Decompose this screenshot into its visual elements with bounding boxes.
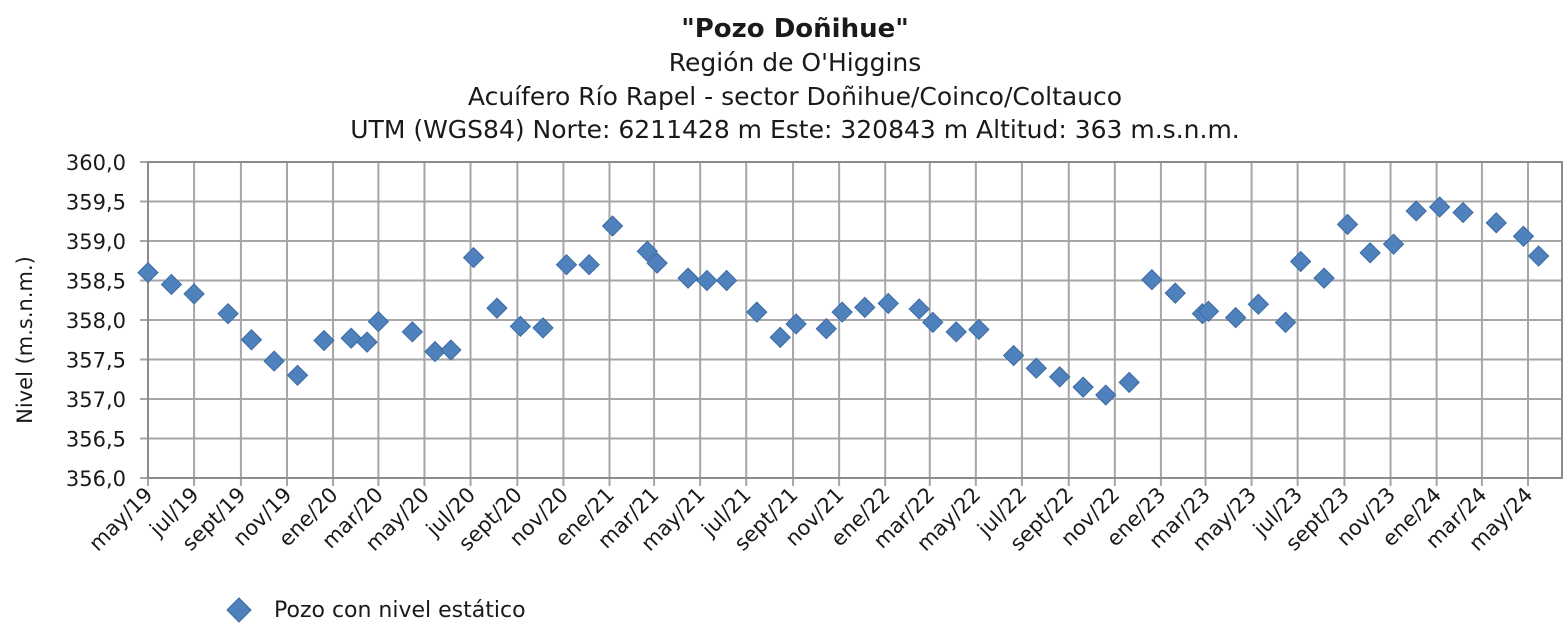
data-point bbox=[313, 329, 335, 352]
data-point bbox=[922, 311, 944, 334]
legend-label: Pozo con nivel estático bbox=[274, 598, 526, 623]
data-point bbox=[1072, 376, 1094, 398]
data-point bbox=[1141, 269, 1163, 291]
data-point bbox=[1002, 344, 1025, 367]
data-point bbox=[1382, 233, 1405, 255]
data-point bbox=[1289, 250, 1312, 273]
data-point bbox=[286, 364, 309, 387]
chart-subtitle-coordinates: UTM (WGS84) Norte: 6211428 m Este: 32084… bbox=[350, 115, 1240, 144]
data-point bbox=[1428, 196, 1451, 218]
data-point bbox=[831, 301, 853, 323]
data-point bbox=[1164, 282, 1186, 304]
data-point bbox=[1359, 242, 1381, 264]
y-tick-label: 358,0 bbox=[66, 309, 126, 333]
data-point bbox=[945, 321, 967, 343]
data-point bbox=[1247, 293, 1270, 315]
data-point bbox=[240, 329, 263, 351]
x-axis-ticks: may/19jul/19sept/19nov/19ene/20mar/20may… bbox=[84, 483, 1537, 556]
data-point bbox=[137, 261, 159, 284]
legend: Pozo con nivel estático bbox=[226, 597, 526, 623]
data-point bbox=[440, 339, 462, 361]
y-tick-label: 357,0 bbox=[66, 388, 126, 412]
data-point bbox=[968, 318, 990, 341]
y-tick-label: 359,5 bbox=[66, 191, 126, 215]
data-point bbox=[183, 283, 205, 305]
data-point bbox=[1274, 311, 1297, 334]
data-point bbox=[1485, 212, 1507, 234]
legend-marker-icon bbox=[226, 597, 252, 623]
data-point bbox=[1405, 200, 1427, 222]
y-tick-label: 358,5 bbox=[66, 270, 126, 294]
chart-subtitle-aquifer: Acuífero Río Rapel - sector Doñihue/Coin… bbox=[468, 82, 1122, 111]
data-point bbox=[160, 273, 183, 296]
data-point bbox=[601, 215, 624, 237]
data-point bbox=[1452, 201, 1474, 224]
data-point bbox=[401, 321, 424, 343]
data-point bbox=[1512, 225, 1535, 247]
y-tick-label: 356,5 bbox=[66, 428, 126, 452]
chart-title: "Pozo Doñihue" bbox=[681, 14, 909, 44]
y-tick-label: 356,0 bbox=[66, 467, 126, 491]
chart-subtitle-region: Región de O'Higgins bbox=[669, 48, 922, 77]
y-tick-label: 357,5 bbox=[66, 349, 126, 373]
data-point bbox=[263, 350, 285, 372]
data-point bbox=[1527, 245, 1550, 267]
y-tick-label: 359,0 bbox=[66, 230, 126, 254]
data-point bbox=[746, 301, 768, 323]
data-point bbox=[1048, 366, 1071, 388]
data-point bbox=[785, 313, 807, 335]
data-point bbox=[217, 302, 239, 325]
data-point bbox=[424, 340, 446, 363]
plot-frame bbox=[147, 161, 1563, 479]
y-axis-label: Nivel (m.s.n.m.) bbox=[13, 256, 37, 424]
data-point bbox=[1025, 357, 1047, 379]
data-point bbox=[532, 317, 554, 339]
data-point bbox=[356, 331, 378, 353]
data-point bbox=[340, 327, 362, 349]
data-point bbox=[1095, 384, 1117, 406]
data-point bbox=[555, 253, 578, 276]
y-tick-label: 360,0 bbox=[66, 151, 126, 175]
data-point bbox=[462, 246, 485, 269]
data-point bbox=[367, 310, 390, 333]
data-point bbox=[646, 252, 668, 274]
data-point bbox=[677, 267, 699, 289]
plot-grid bbox=[140, 161, 1563, 486]
data-point bbox=[877, 292, 899, 315]
data-point bbox=[854, 296, 876, 319]
data-point bbox=[1336, 213, 1359, 236]
data-point bbox=[636, 240, 658, 262]
x-tick-label: may/19 bbox=[84, 483, 157, 556]
data-point bbox=[908, 298, 930, 320]
data-points bbox=[137, 196, 1550, 406]
data-point bbox=[815, 317, 838, 340]
data-point bbox=[715, 269, 738, 292]
data-point bbox=[486, 297, 508, 319]
data-point bbox=[769, 326, 791, 349]
data-point bbox=[1224, 306, 1247, 329]
y-axis-ticks: 356,0 356,5 357,0 357,5 358,0 358,5 359,0 359,5… bbox=[66, 151, 126, 491]
data-point bbox=[578, 253, 600, 276]
data-point bbox=[1197, 300, 1220, 323]
data-point bbox=[696, 269, 718, 292]
data-point bbox=[1313, 267, 1335, 289]
data-point bbox=[1118, 371, 1140, 394]
data-point bbox=[509, 315, 532, 338]
